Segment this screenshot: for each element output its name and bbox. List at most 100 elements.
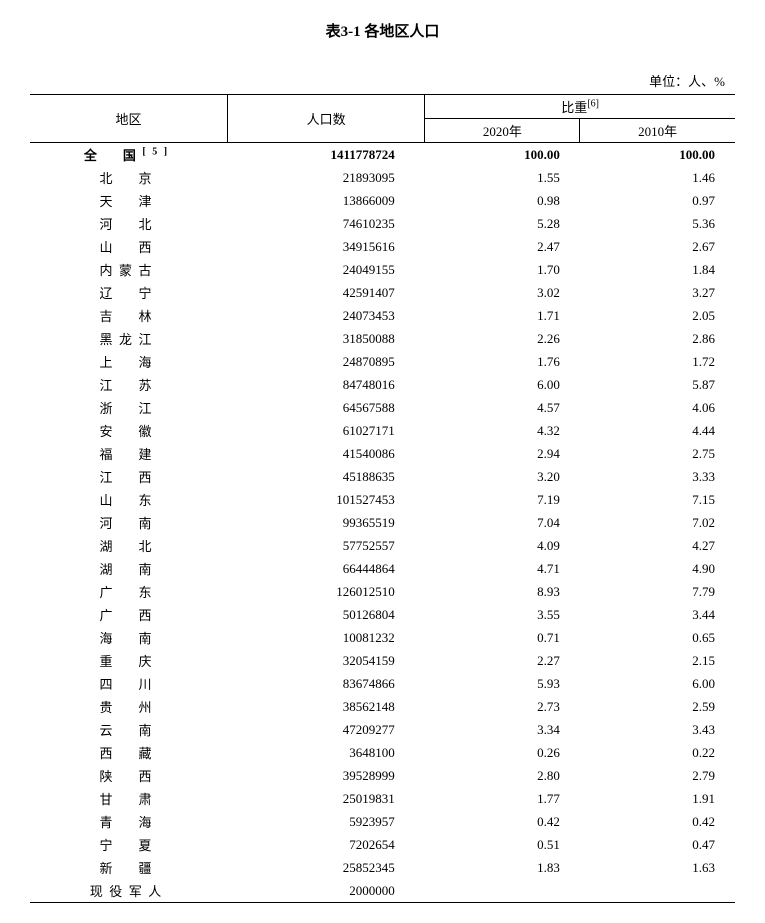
table-row: 吉 林240734531.712.05 — [30, 304, 735, 327]
cell-pct2020: 4.71 — [425, 557, 580, 580]
table-row: 安 徽610271714.324.44 — [30, 419, 735, 442]
header-population: 人口数 — [227, 95, 424, 143]
table-title: 表3-1 各地区人口 — [30, 20, 735, 41]
table-row: 江 西451886353.203.33 — [30, 465, 735, 488]
cell-pct2010: 4.27 — [580, 534, 735, 557]
cell-region: 现役军人 — [30, 879, 227, 903]
cell-pct2010: 0.42 — [580, 810, 735, 833]
cell-population: 84748016 — [227, 373, 424, 396]
table-row: 广 西501268043.553.44 — [30, 603, 735, 626]
population-table: 地区 人口数 比重[6] 2020年 2010年 全 国[5] 14117787… — [30, 94, 735, 903]
cell-pct2020: 1.77 — [425, 787, 580, 810]
cell-pct2010: 5.87 — [580, 373, 735, 396]
cell-pct2020: 3.02 — [425, 281, 580, 304]
cell-region: 湖 北 — [30, 534, 227, 557]
table-row: 陕 西395289992.802.79 — [30, 764, 735, 787]
cell-population: 24049155 — [227, 258, 424, 281]
cell-region: 宁 夏 — [30, 833, 227, 856]
cell-region: 上 海 — [30, 350, 227, 373]
table-row: 广 东1260125108.937.79 — [30, 580, 735, 603]
cell-pct2010: 0.47 — [580, 833, 735, 856]
table-row: 四 川836748665.936.00 — [30, 672, 735, 695]
cell-pct2010: 3.44 — [580, 603, 735, 626]
cell-population: 74610235 — [227, 212, 424, 235]
cell-pct2020 — [425, 879, 580, 903]
cell-region: 江 苏 — [30, 373, 227, 396]
table-row: 重 庆320541592.272.15 — [30, 649, 735, 672]
cell-pct2010: 4.90 — [580, 557, 735, 580]
cell-pct2020: 1.55 — [425, 166, 580, 189]
cell-pct2010: 2.67 — [580, 235, 735, 258]
cell-pct2010: 2.79 — [580, 764, 735, 787]
cell-pct2010: 2.59 — [580, 695, 735, 718]
cell-2010-national: 100.00 — [580, 143, 735, 167]
cell-region: 重 庆 — [30, 649, 227, 672]
cell-population: 10081232 — [227, 626, 424, 649]
table-row: 海 南100812320.710.65 — [30, 626, 735, 649]
header-proportion: 比重[6] — [425, 95, 735, 119]
cell-region: 新 疆 — [30, 856, 227, 879]
table-row: 北 京218930951.551.46 — [30, 166, 735, 189]
cell-pct2020: 3.34 — [425, 718, 580, 741]
cell-population: 47209277 — [227, 718, 424, 741]
cell-region: 吉 林 — [30, 304, 227, 327]
cell-pct2010: 2.15 — [580, 649, 735, 672]
cell-pct2020: 2.27 — [425, 649, 580, 672]
cell-pct2020: 5.28 — [425, 212, 580, 235]
cell-pct2020: 5.93 — [425, 672, 580, 695]
cell-population: 83674866 — [227, 672, 424, 695]
table-row: 现役军人2000000 — [30, 879, 735, 903]
cell-pct2020: 4.57 — [425, 396, 580, 419]
cell-population: 7202654 — [227, 833, 424, 856]
row-national: 全 国[5] 1411778724 100.00 100.00 — [30, 143, 735, 167]
cell-population: 126012510 — [227, 580, 424, 603]
cell-pct2020: 8.93 — [425, 580, 580, 603]
cell-population: 25852345 — [227, 856, 424, 879]
cell-region: 云 南 — [30, 718, 227, 741]
cell-population: 101527453 — [227, 488, 424, 511]
cell-pct2010: 6.00 — [580, 672, 735, 695]
cell-population: 45188635 — [227, 465, 424, 488]
cell-pct2010: 1.63 — [580, 856, 735, 879]
cell-region: 河 南 — [30, 511, 227, 534]
table-row: 黑龙江318500882.262.86 — [30, 327, 735, 350]
cell-pct2020: 2.47 — [425, 235, 580, 258]
cell-population: 21893095 — [227, 166, 424, 189]
cell-pct2020: 1.71 — [425, 304, 580, 327]
cell-region: 贵 州 — [30, 695, 227, 718]
cell-region: 广 东 — [30, 580, 227, 603]
table-row: 湖 南664448644.714.90 — [30, 557, 735, 580]
cell-pct2020: 0.98 — [425, 189, 580, 212]
cell-region: 福 建 — [30, 442, 227, 465]
cell-population: 61027171 — [227, 419, 424, 442]
cell-pct2010: 2.75 — [580, 442, 735, 465]
cell-population: 32054159 — [227, 649, 424, 672]
cell-pct2010: 2.05 — [580, 304, 735, 327]
cell-pct2020: 1.70 — [425, 258, 580, 281]
table-row: 贵 州385621482.732.59 — [30, 695, 735, 718]
cell-pct2020: 0.71 — [425, 626, 580, 649]
cell-population: 31850088 — [227, 327, 424, 350]
cell-population: 99365519 — [227, 511, 424, 534]
cell-pct2010 — [580, 879, 735, 903]
cell-pct2020: 2.73 — [425, 695, 580, 718]
cell-pct2020: 7.04 — [425, 511, 580, 534]
cell-population: 42591407 — [227, 281, 424, 304]
cell-pct2010: 4.06 — [580, 396, 735, 419]
cell-population: 38562148 — [227, 695, 424, 718]
cell-pct2020: 2.26 — [425, 327, 580, 350]
cell-region: 辽 宁 — [30, 281, 227, 304]
cell-region: 山 西 — [30, 235, 227, 258]
cell-region: 河 北 — [30, 212, 227, 235]
cell-pct2010: 2.86 — [580, 327, 735, 350]
cell-population: 66444864 — [227, 557, 424, 580]
cell-pct2020: 3.55 — [425, 603, 580, 626]
cell-pct2010: 5.36 — [580, 212, 735, 235]
cell-population: 39528999 — [227, 764, 424, 787]
table-row: 山 东1015274537.197.15 — [30, 488, 735, 511]
cell-pct2010: 1.46 — [580, 166, 735, 189]
cell-pct2020: 0.51 — [425, 833, 580, 856]
cell-pct2010: 0.22 — [580, 741, 735, 764]
cell-region: 青 海 — [30, 810, 227, 833]
table-row: 河 北746102355.285.36 — [30, 212, 735, 235]
